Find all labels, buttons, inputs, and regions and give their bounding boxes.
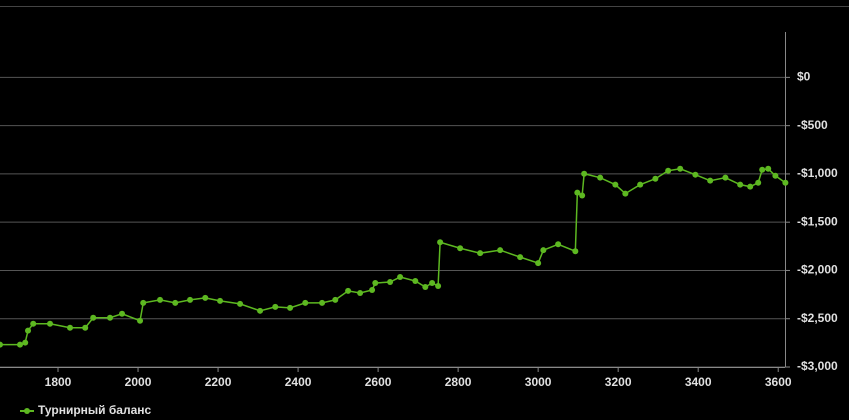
x-tick-label: 3600 — [765, 375, 792, 389]
data-point — [67, 324, 74, 331]
x-tick-label: 2000 — [125, 375, 152, 389]
data-point — [387, 279, 394, 286]
data-point — [157, 296, 164, 303]
data-point — [612, 181, 619, 188]
data-point — [540, 247, 547, 254]
y-tick-label: -$1,500 — [797, 214, 838, 228]
data-point — [257, 307, 264, 314]
x-tick-label: 3400 — [685, 375, 712, 389]
data-point — [25, 327, 32, 334]
data-point — [302, 299, 309, 306]
data-point — [372, 280, 379, 287]
data-point — [30, 320, 37, 327]
x-tick-label: 1800 — [45, 375, 72, 389]
data-point — [345, 287, 352, 294]
y-tick-label: -$3,000 — [797, 359, 838, 373]
x-tick-label: 2200 — [205, 375, 232, 389]
data-point — [535, 260, 542, 267]
data-point — [237, 300, 244, 307]
data-point — [47, 320, 54, 327]
x-tick-label: 2400 — [285, 375, 312, 389]
data-point — [437, 239, 444, 246]
data-point — [172, 299, 179, 306]
x-tick-label: 2800 — [445, 375, 472, 389]
data-point — [422, 283, 429, 290]
data-point — [574, 189, 581, 196]
data-point — [217, 297, 224, 304]
data-point — [202, 294, 209, 301]
data-point — [107, 314, 114, 321]
data-point — [119, 310, 126, 317]
y-tick-label: $0 — [797, 70, 811, 84]
data-point — [622, 190, 629, 197]
data-point — [572, 248, 579, 255]
data-point — [677, 165, 684, 172]
data-point — [429, 280, 436, 287]
data-point — [287, 304, 294, 311]
data-point — [0, 341, 3, 348]
data-point — [517, 254, 524, 261]
data-point — [765, 165, 772, 172]
data-point — [187, 296, 194, 303]
y-tick-label: -$2,500 — [797, 311, 838, 325]
data-point — [772, 172, 779, 179]
data-point — [397, 274, 404, 281]
data-point — [17, 341, 24, 348]
data-point — [357, 289, 364, 296]
data-point — [435, 283, 442, 290]
data-point — [412, 277, 419, 284]
data-point — [782, 179, 789, 186]
data-point — [759, 166, 766, 173]
data-point — [747, 183, 754, 190]
legend-marker — [24, 408, 30, 414]
data-point — [477, 250, 484, 257]
data-point — [137, 317, 144, 324]
data-point — [597, 174, 604, 181]
data-point — [555, 241, 562, 248]
data-point — [665, 167, 672, 174]
data-point — [319, 299, 326, 306]
data-point — [140, 299, 147, 306]
data-point — [369, 286, 376, 293]
data-point — [692, 171, 699, 178]
data-point — [707, 177, 714, 184]
data-point — [581, 170, 588, 177]
y-tick-label: -$2,000 — [797, 263, 838, 277]
y-tick-label: -$1,000 — [797, 166, 838, 180]
data-point — [722, 174, 729, 181]
x-tick-label: 2600 — [365, 375, 392, 389]
data-point — [332, 296, 339, 303]
data-point — [272, 303, 279, 310]
data-point — [90, 314, 97, 321]
x-tick-label: 3200 — [605, 375, 632, 389]
data-point — [579, 192, 586, 199]
data-point — [652, 175, 659, 182]
data-point — [637, 181, 644, 188]
x-tick-label: 3000 — [525, 375, 552, 389]
legend-label: Турнирный баланс — [38, 403, 152, 417]
data-point — [22, 339, 29, 346]
data-point — [82, 324, 89, 331]
data-point — [755, 179, 762, 186]
data-point — [497, 247, 504, 254]
data-point — [737, 181, 744, 188]
y-tick-label: -$500 — [797, 118, 828, 132]
series-line — [0, 167, 786, 346]
data-point — [457, 245, 464, 252]
